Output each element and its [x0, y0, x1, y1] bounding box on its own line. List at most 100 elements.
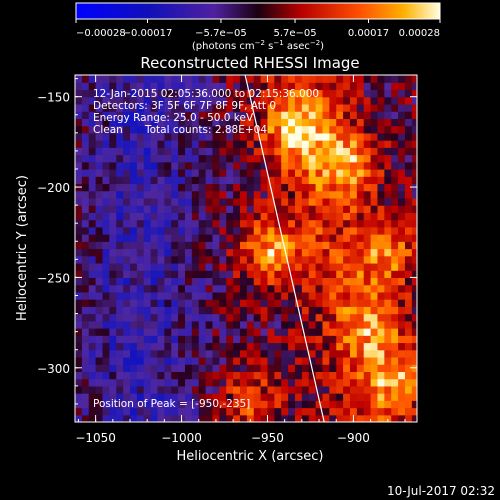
heatmap-cell [198, 248, 207, 257]
chart-title: Reconstructed RHESSI Image [140, 54, 359, 72]
heatmap-cell [363, 147, 372, 156]
heatmap-cell [95, 168, 104, 177]
heatmap-cell [164, 132, 172, 141]
heatmap-cell [226, 205, 234, 213]
heatmap-cell [363, 190, 372, 199]
heatmap-cell [370, 118, 379, 127]
heatmap-cell [109, 234, 117, 242]
heatmap-cell [336, 400, 344, 409]
heatmap-cell [81, 190, 90, 199]
heatmap-cell [356, 82, 365, 91]
heatmap-cell [164, 241, 172, 250]
heatmap-cell [136, 291, 145, 300]
heatmap-cell [239, 248, 248, 257]
heatmap-cell [219, 414, 227, 422]
heatmap-cell [329, 364, 337, 372]
heatmap-cell [404, 349, 413, 358]
heatmap-cell [404, 277, 413, 286]
heatmap-cell [143, 176, 152, 185]
heatmap-cell [129, 89, 138, 98]
heatmap-cell [274, 132, 282, 141]
heatmap-cell [343, 140, 351, 148]
heatmap-cell [109, 306, 117, 315]
heatmap-cell [356, 320, 365, 329]
heatmap-cell [260, 161, 269, 170]
heatmap-cell [150, 161, 159, 170]
heatmap-cell [404, 356, 413, 365]
heatmap-cell [384, 226, 392, 235]
heatmap-cell [398, 407, 406, 416]
heatmap-cell [315, 320, 324, 329]
heatmap-cell [315, 277, 324, 286]
heatmap-cell [81, 241, 90, 250]
heatmap-cell [109, 154, 117, 163]
heatmap-cell [253, 328, 262, 336]
heatmap-cell [198, 277, 207, 286]
heatmap-cell [81, 82, 90, 91]
heatmap-cell [205, 320, 214, 329]
heatmap-cell [116, 132, 124, 141]
heatmap-cell [329, 378, 337, 387]
heatmap-cell [116, 89, 124, 98]
heatmap-cell [315, 154, 324, 163]
heatmap-cell [219, 212, 227, 221]
heatmap-cell [198, 364, 207, 372]
heatmap-cell [88, 82, 97, 91]
heatmap-cell [274, 342, 282, 351]
heatmap-cell [184, 277, 193, 286]
heatmap-cell [184, 154, 193, 163]
heatmap-cell [398, 205, 406, 213]
heatmap-cell [150, 277, 159, 286]
heatmap-cell [129, 335, 138, 344]
heatmap-cell [308, 96, 317, 105]
heatmap-cell [116, 364, 124, 372]
heatmap-cell [336, 328, 344, 336]
heatmap-cell [288, 125, 296, 134]
heatmap-cell [260, 241, 269, 250]
heatmap-cell [281, 205, 289, 213]
x-axis: −1050 −1000 −950 −900 [75, 75, 406, 445]
heatmap-cell [226, 212, 234, 221]
heatmap-cell [95, 190, 104, 199]
heatmap-cell [157, 328, 165, 336]
heatmap-cell [398, 125, 406, 134]
heatmap-cell [404, 190, 413, 199]
heatmap-cell [260, 306, 269, 315]
heatmap-cell [136, 414, 145, 422]
heatmap-cell [171, 132, 179, 141]
heatmap-cell [171, 284, 179, 293]
heatmap-cell [109, 378, 117, 387]
heatmap-cell [171, 356, 179, 365]
heatmap-cell [391, 118, 399, 127]
heatmap-cell [315, 205, 324, 213]
heatmap-cell [411, 111, 417, 119]
heatmap-cell [157, 306, 165, 315]
heatmap-cell [370, 197, 379, 206]
heatmap-cell [274, 328, 282, 336]
heatmap-cell [239, 291, 248, 300]
heatmap-cell [171, 234, 179, 242]
heatmap-cell [411, 226, 417, 235]
heatmap-cell [301, 219, 310, 228]
heatmap-cell [274, 364, 282, 372]
heatmap-cell [363, 75, 372, 83]
heatmap-cell [212, 147, 220, 156]
heatmap-cell [322, 248, 330, 257]
heatmap-cell [336, 313, 344, 322]
heatmap-cell [349, 356, 358, 365]
heatmap-cell [349, 284, 358, 293]
heatmap-cell [123, 197, 131, 206]
heatmap-cell [164, 342, 172, 351]
heatmap-cell [219, 234, 227, 242]
heatmap-cell [123, 147, 131, 156]
heatmap-cell [404, 407, 413, 416]
heatmap-cell [81, 89, 90, 98]
heatmap-cell [143, 385, 152, 394]
x-axis-label: Heliocentric X (arcsec) [177, 449, 324, 464]
heatmap-cell [88, 356, 97, 365]
heatmap-cell [95, 262, 104, 271]
heatmap-cell [233, 328, 241, 336]
heatmap-cell [184, 161, 193, 170]
heatmap-cell [315, 393, 324, 401]
heatmap-cell [404, 132, 413, 141]
